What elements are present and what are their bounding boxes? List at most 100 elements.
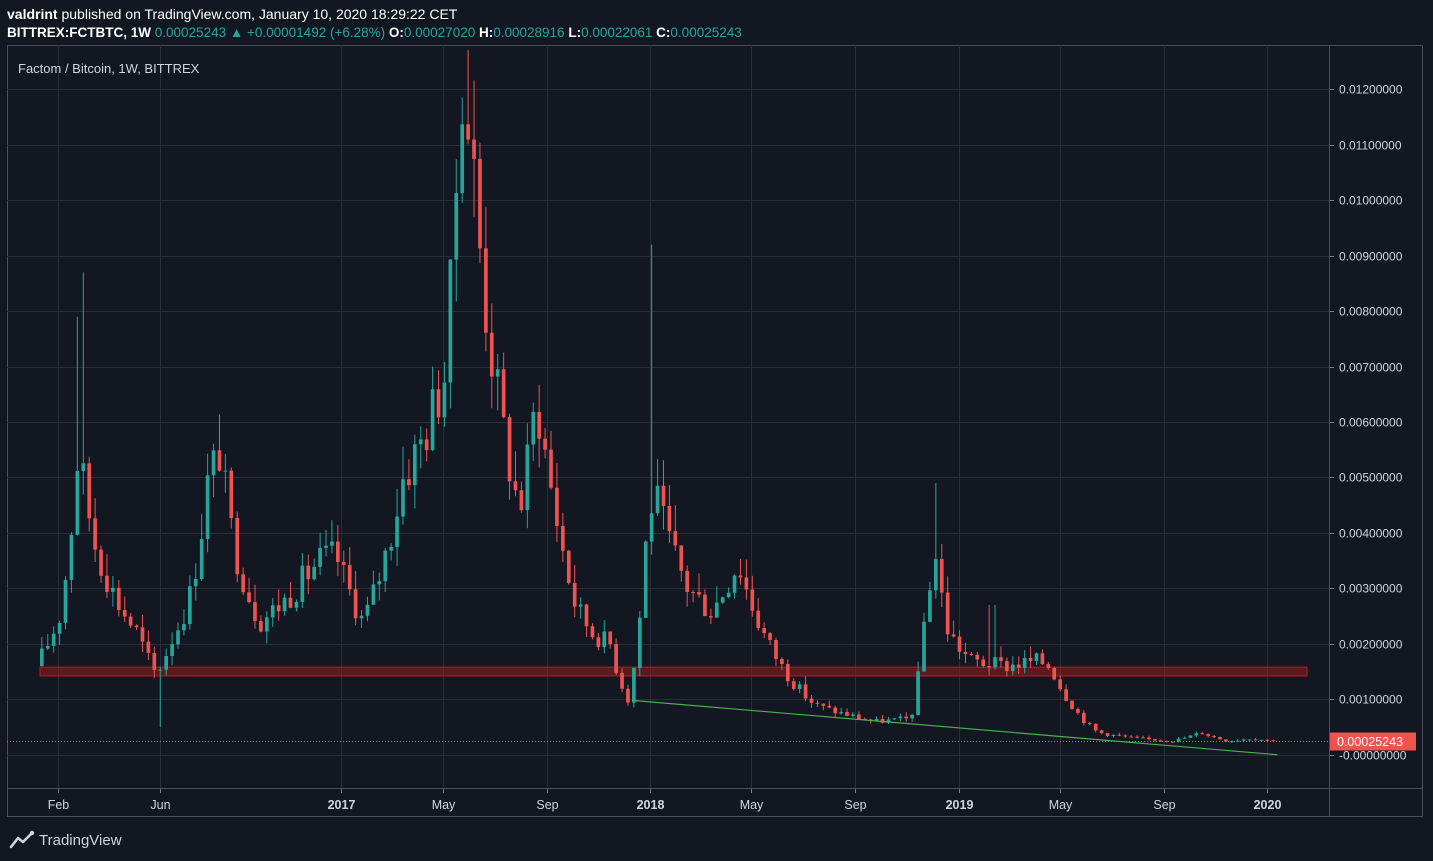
candle [188,575,192,630]
high-value: 0.00028916 [493,25,565,40]
candle-body [140,627,145,642]
candle-body [347,564,352,590]
candle [655,459,660,517]
candle [1105,733,1110,738]
candle [1010,656,1015,676]
candle [762,622,766,639]
candle [176,622,180,649]
y-tick-label: 0.01000000 [1339,194,1403,208]
candle [1005,657,1009,677]
candle [412,434,417,509]
candle-body [1194,733,1199,736]
candle-body [981,659,986,667]
candle-body [235,517,240,575]
author-name[interactable]: valdrint [7,6,58,22]
candle [158,666,163,728]
candle-body [1123,735,1128,737]
x-tick-label: 2020 [1254,798,1282,812]
candle-body [371,584,376,605]
candle-body [501,369,506,418]
footer-brand[interactable]: TradingView [9,830,122,850]
candle-body [1093,723,1098,731]
candle [69,532,74,593]
candle [851,711,855,718]
candle-body [768,633,772,641]
candle-body [1247,739,1252,741]
candle [726,587,731,599]
candle [347,547,352,596]
candle [809,695,814,708]
candle [768,632,772,646]
candle-body [146,641,151,653]
candle-body [797,684,802,689]
candle [951,620,956,638]
candle-body [561,525,565,551]
candle-body [685,570,690,592]
y-tick-label: 0.00900000 [1339,250,1403,264]
candle-body [1271,740,1276,742]
candle [365,596,370,622]
candle-body [945,592,950,635]
candle [81,272,86,495]
candle-body [229,470,234,518]
candle [1040,649,1045,666]
candle-body [51,633,56,646]
y-tick-label: 0.00400000 [1339,527,1403,541]
candle-body [928,590,932,622]
candle [1064,684,1068,702]
candle [75,316,80,536]
candle-body [839,712,843,714]
candle-body [264,617,269,632]
price-chart[interactable]: 0.00025243 0.01200000 0.01100000 0.0100000… [7,45,1423,817]
candle-body [951,634,956,637]
candle-body [608,631,613,645]
candle [590,623,595,640]
candle-body [1265,739,1270,741]
candle-body [1064,689,1068,701]
candle [128,613,133,628]
candle-body [253,602,257,622]
candle-body [318,547,322,567]
candle [122,596,127,623]
candle-body [975,654,980,660]
candle-body [1016,664,1021,668]
candle-body [756,610,761,629]
candle [596,633,601,651]
candle-body [916,671,920,715]
candle [1141,735,1145,739]
candle-body [193,578,198,587]
candle-body [1117,734,1122,736]
candle [738,558,743,585]
candle [454,159,459,302]
candle-body [507,417,512,482]
candle [51,626,56,653]
candle-body [904,716,909,719]
candle-body [353,589,358,619]
candle [637,611,642,677]
x-tick-label: Sep [1153,798,1175,812]
high-label: H: [478,25,494,40]
candle-body [472,139,476,159]
candle-body [1111,734,1116,736]
last-price-label: 0.00025243 [1337,735,1403,749]
candle-body [336,541,340,562]
candle-body [999,657,1003,661]
candle-body [744,577,749,590]
candle [602,620,607,654]
support-trendline [632,699,1278,756]
candle [1129,735,1134,738]
candle [543,427,547,459]
candle [389,543,393,561]
y-tick-label: 0.01200000 [1339,83,1403,97]
candle [513,451,518,497]
candle [466,50,470,145]
candle-body [99,549,103,576]
candle [478,142,482,264]
candle [993,605,997,670]
candle-body [691,591,695,593]
candle-body [566,550,571,584]
candle [620,668,624,693]
candle-body [803,684,808,699]
candle-body [478,158,482,249]
candle-body [152,652,157,670]
